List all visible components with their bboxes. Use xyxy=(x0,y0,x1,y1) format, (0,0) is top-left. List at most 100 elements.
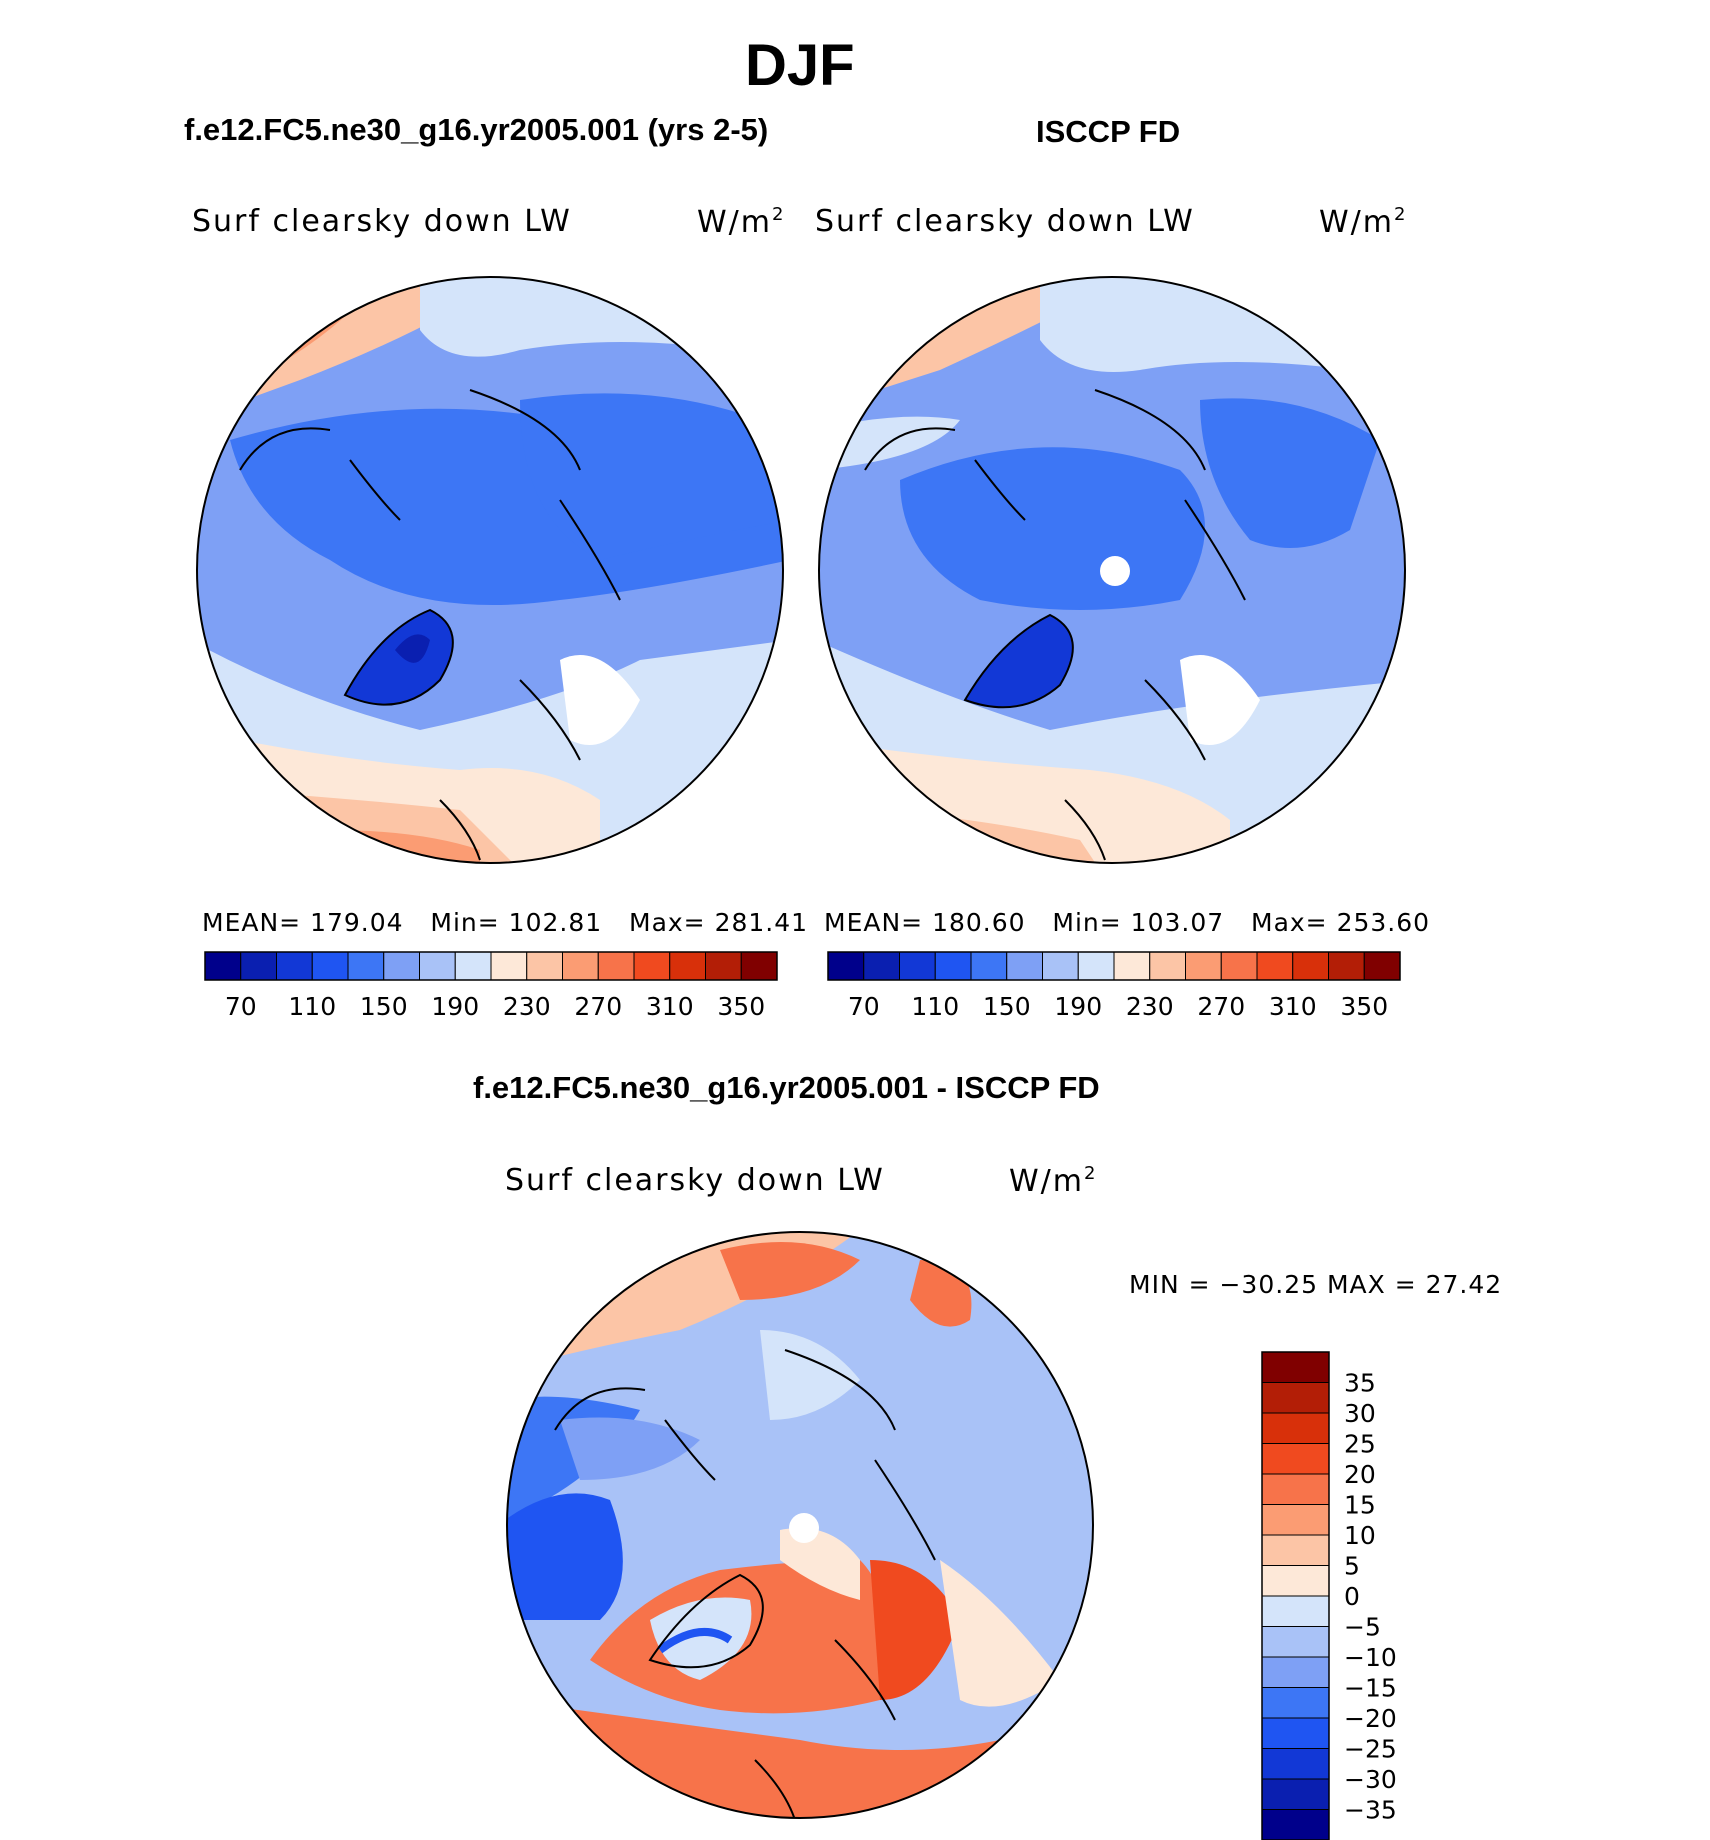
obs-colorbar-swatch xyxy=(1185,951,1222,981)
obs-units-exp: 2 xyxy=(1394,204,1408,225)
difference-colorbar-swatch xyxy=(1261,1443,1330,1475)
difference-colorbar-tick-label: 10 xyxy=(1344,1521,1376,1550)
model-colorbar-swatch xyxy=(347,951,385,981)
obs-colorbar-swatch xyxy=(827,951,865,981)
difference-colorbar-tick-label: −20 xyxy=(1344,1704,1397,1733)
obs-colorbar-swatch xyxy=(1006,951,1043,981)
difference-units-label: W/m2 xyxy=(1009,1163,1097,1199)
difference-panel-title: f.e12.FC5.ne30_g16.yr2005.001 - ISCCP FD xyxy=(473,1070,1100,1105)
obs-colorbar-tick-label: 70 xyxy=(848,992,880,1021)
obs-colorbar-swatch xyxy=(1077,951,1115,981)
difference-colorbar-tick-label: −5 xyxy=(1344,1613,1381,1642)
obs-max-value: 253.60 xyxy=(1336,908,1431,937)
model-max-label: Max= xyxy=(629,908,706,937)
difference-colorbar-tick-label: 15 xyxy=(1344,1491,1376,1520)
model-colorbar-swatch xyxy=(740,951,778,981)
difference-colorbar-swatch xyxy=(1261,1412,1330,1444)
model-units-label: W/m2 xyxy=(697,204,785,240)
difference-colorbar-swatch xyxy=(1261,1778,1330,1810)
model-colorbar-swatch xyxy=(204,951,242,981)
obs-colorbar-swatch xyxy=(1292,951,1329,981)
difference-units-base: W/m xyxy=(1009,1164,1084,1199)
difference-colorbar-swatch xyxy=(1261,1565,1330,1597)
model-variable-label: Surf clearsky down LW xyxy=(192,204,572,239)
difference-colorbar-swatch xyxy=(1261,1626,1330,1658)
difference-colorbar-frame xyxy=(1261,1351,1330,1840)
model-colorbar-swatch xyxy=(633,951,671,981)
difference-colorbar-tick-label: −30 xyxy=(1344,1765,1397,1794)
model-colorbar-swatch xyxy=(490,951,528,981)
obs-colorbar-swatch xyxy=(1363,951,1401,981)
difference-colorbar-tick-label: −35 xyxy=(1344,1796,1397,1825)
obs-colorbar-swatch xyxy=(863,951,900,981)
model-colorbar-tick-label: 70 xyxy=(225,992,257,1021)
model-colorbar-frame xyxy=(204,951,778,981)
obs-units-base: W/m xyxy=(1319,205,1394,240)
obs-colorbar-tick-label: 150 xyxy=(983,992,1031,1021)
difference-colorbar-swatch xyxy=(1261,1473,1330,1505)
model-colorbar-swatch xyxy=(454,951,492,981)
obs-mean-label: MEAN= xyxy=(824,908,924,937)
difference-colorbar-swatch xyxy=(1261,1656,1330,1688)
obs-min-value: 103.07 xyxy=(1130,908,1225,937)
model-colorbar-tick-label: 190 xyxy=(431,992,479,1021)
obs-colorbar-swatch xyxy=(970,951,1008,981)
model-min-value: 102.81 xyxy=(508,908,603,937)
difference-colorbar-swatch xyxy=(1261,1534,1330,1566)
difference-colorbar-tick-label: 35 xyxy=(1344,1369,1376,1398)
obs-colorbar-tick-label: 190 xyxy=(1054,992,1102,1021)
model-colorbar-swatch xyxy=(311,951,349,981)
model-colorbar-swatch xyxy=(240,951,277,981)
difference-colorbar-swatch xyxy=(1261,1809,1330,1840)
model-mean-value: 179.04 xyxy=(310,908,404,937)
difference-colorbar-tick-label: 30 xyxy=(1344,1399,1376,1428)
difference-colorbar-swatch xyxy=(1261,1382,1330,1414)
difference-colorbar-tick-label: 5 xyxy=(1344,1552,1360,1581)
obs-colorbar-swatch xyxy=(899,951,936,981)
difference-colorbar-swatch xyxy=(1261,1748,1330,1780)
obs-colorbar-swatch xyxy=(1256,951,1294,981)
model-colorbar-swatch xyxy=(705,951,742,981)
model-colorbar-tick-label: 350 xyxy=(717,992,765,1021)
model-mean-label: MEAN= xyxy=(202,908,302,937)
model-colorbar-swatch xyxy=(383,951,420,981)
difference-colorbar-tick-label: 20 xyxy=(1344,1460,1376,1489)
figure-title: DJF xyxy=(745,33,855,98)
model-min-label: Min= xyxy=(430,908,500,937)
obs-colorbar-frame xyxy=(827,951,1401,981)
difference-minmax: MIN = −30.25 MAX = 27.42 xyxy=(1129,1270,1503,1299)
difference-colorbar-swatch xyxy=(1261,1687,1330,1719)
obs-min-label: Min= xyxy=(1052,908,1122,937)
difference-colorbar-swatch xyxy=(1261,1717,1330,1749)
obs-stats: MEAN= 180.60 Min= 103.07 Max= 253.60 xyxy=(824,908,1430,937)
model-colorbar-tick-label: 110 xyxy=(288,992,336,1021)
model-panel-title: f.e12.FC5.ne30_g16.yr2005.001 (yrs 2-5) xyxy=(184,112,769,147)
difference-colorbar-tick-label: −10 xyxy=(1344,1643,1397,1672)
model-colorbar-tick-label: 310 xyxy=(646,992,694,1021)
model-colorbar-swatch xyxy=(669,951,706,981)
model-colorbar-tick-label: 230 xyxy=(503,992,551,1021)
model-units-base: W/m xyxy=(697,205,772,240)
difference-colorbar-swatch xyxy=(1261,1351,1330,1383)
obs-panel-title: ISCCP FD xyxy=(1036,114,1181,149)
model-colorbar-tick-label: 150 xyxy=(360,992,408,1021)
obs-colorbar-tick-label: 110 xyxy=(911,992,959,1021)
obs-mean-value: 180.60 xyxy=(932,908,1026,937)
obs-units-label: W/m2 xyxy=(1319,204,1407,240)
obs-colorbar-swatch xyxy=(1328,951,1365,981)
obs-colorbar-swatch xyxy=(1220,951,1258,981)
difference-colorbar-swatch xyxy=(1261,1595,1330,1627)
obs-variable-label: Surf clearsky down LW xyxy=(815,204,1195,239)
model-colorbar-swatch xyxy=(597,951,635,981)
obs-colorbar-tick-label: 350 xyxy=(1340,992,1388,1021)
model-colorbar-swatch xyxy=(276,951,313,981)
model-colorbar-tick-label: 270 xyxy=(574,992,622,1021)
obs-colorbar-swatch xyxy=(1113,951,1151,981)
obs-max-label: Max= xyxy=(1251,908,1328,937)
obs-colorbar-swatch xyxy=(1149,951,1186,981)
model-colorbar-swatch xyxy=(419,951,456,981)
difference-colorbar-tick-label: −25 xyxy=(1344,1735,1397,1764)
model-colorbar-swatch xyxy=(526,951,563,981)
